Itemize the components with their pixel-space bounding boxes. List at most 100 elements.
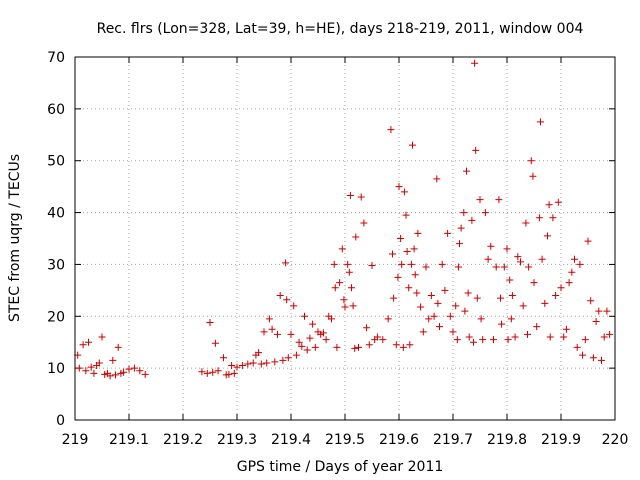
data-point [340,296,348,304]
data-point [452,302,460,310]
data-point [344,260,352,268]
data-point [98,333,106,341]
data-point [255,349,263,357]
data-point [398,260,406,268]
data-point [544,232,551,240]
data-point [244,360,252,368]
data-point [141,370,149,378]
y-axis-label: STEC from uqrg / TECUs [7,154,23,322]
data-point [114,343,122,351]
data-point [373,333,381,341]
data-point [484,255,492,263]
data-point [536,118,544,126]
data-point [392,341,400,349]
data-point [449,328,457,336]
data-point [399,343,407,351]
y-tick-label: 40 [47,206,65,222]
y-tick-label: 10 [47,361,65,377]
data-point [87,363,95,371]
data-point [457,224,465,232]
data-point [433,175,441,183]
data-point [460,209,468,217]
data-point [330,260,338,268]
chart-title: Rec. flrs (Lon=328, Lat=39, h=HE), days … [97,21,584,37]
data-point [405,284,413,292]
data-point [279,356,287,364]
data-point [546,333,554,341]
data-point [341,303,349,311]
data-point [487,242,495,250]
data-point [268,325,276,333]
data-point [319,329,327,337]
data-point [384,315,392,323]
plot-frame [74,56,616,421]
data-point [260,328,268,336]
data-point [504,336,512,344]
data-point [336,279,344,287]
data-point [198,368,206,376]
data-point [508,292,516,300]
data-point [402,211,410,219]
data-point [211,339,219,347]
data-point [355,343,362,351]
data-point [230,369,238,377]
data-point [430,312,438,320]
data-point [503,245,511,253]
data-point [498,320,506,328]
data-point [425,315,433,323]
data-point [225,370,233,378]
data-point [600,333,608,341]
data-point [444,229,452,237]
data-point [338,245,346,253]
data-point [282,259,290,267]
data-point [552,292,560,300]
data-point [581,336,589,344]
y-tick-label: 50 [47,154,65,170]
data-point [446,312,454,320]
y-tick-labels: 0 10 20 30 40 50 60 70 [47,50,65,429]
data-point [397,235,405,242]
data-point [568,268,576,276]
data-point [345,268,353,276]
data-point [306,334,314,342]
data-point [533,323,541,331]
x-tick-label: 219.4 [271,432,311,448]
x-axis-label: GPS time / Days of year 2011 [237,459,444,475]
data-point [368,261,376,269]
data-point [562,325,570,333]
data-points [74,59,614,380]
data-point [406,341,414,349]
data-point [497,294,505,302]
data-point [495,196,503,204]
data-point [465,333,473,341]
data-point [298,342,306,350]
y-tick-label: 20 [47,309,65,325]
data-point [352,233,360,241]
data-point [403,247,411,255]
data-point [587,297,595,305]
data-point [309,320,317,328]
data-point [265,315,273,323]
data-point [346,191,354,199]
data-point [471,59,479,67]
data-point [490,336,497,344]
data-point [427,292,435,300]
data-point [492,263,500,271]
x-tick-labels: 219 219.1 219.2 219.3 219.4 219.5 219.6 219.7 21… [62,432,629,448]
data-point [394,273,402,281]
data-point [506,276,514,284]
data-point [203,369,211,377]
data-point [464,289,472,297]
data-point [454,263,462,271]
data-point [419,328,427,336]
data-point [441,286,449,294]
data-point [598,356,605,364]
data-point [417,303,425,311]
x-tick-label: 219.9 [541,432,581,448]
data-point [589,354,597,362]
data-point [125,365,133,373]
data-point [209,368,217,376]
data-point [603,307,611,315]
x-tick-label: 219.7 [433,432,473,448]
